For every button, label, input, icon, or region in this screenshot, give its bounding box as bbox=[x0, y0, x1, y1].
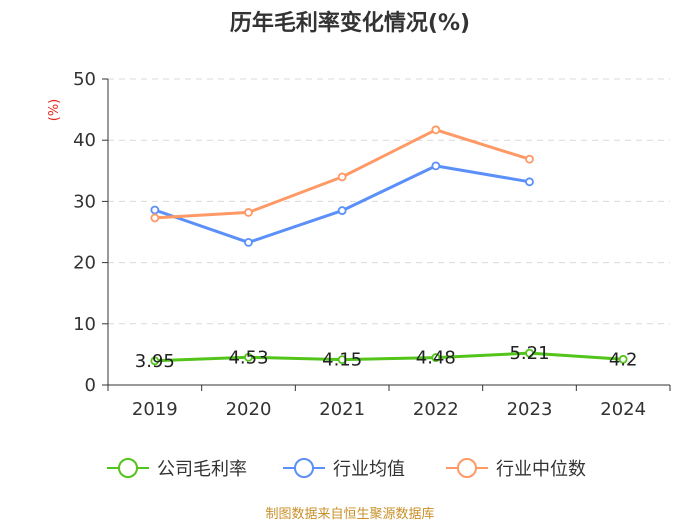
legend-label: 行业中位数 bbox=[496, 459, 586, 480]
data-point bbox=[431, 125, 441, 135]
data-point bbox=[431, 161, 441, 171]
data-point bbox=[525, 177, 534, 187]
data-label: 3.95 bbox=[135, 351, 175, 372]
legend-item-0[interactable]: 公司毛利率 bbox=[107, 458, 247, 480]
legend-label: 公司毛利率 bbox=[157, 459, 247, 480]
data-point bbox=[525, 154, 534, 164]
x-tick-label: 2021 bbox=[319, 399, 365, 420]
data-point bbox=[244, 208, 253, 217]
legend-label: 行业均值 bbox=[333, 459, 405, 480]
y-tick-label: 40 bbox=[73, 130, 96, 151]
data-point bbox=[337, 206, 347, 215]
data-point bbox=[337, 172, 347, 182]
x-tick-label: 2019 bbox=[132, 399, 178, 420]
series-2 bbox=[150, 125, 534, 223]
y-axis-unit-label: (%) bbox=[47, 99, 62, 122]
data-point bbox=[337, 355, 347, 365]
grid-lines bbox=[108, 78, 670, 325]
source-note: 制图数据来自恒生聚源数据库 bbox=[265, 506, 434, 522]
y-tick-label: 30 bbox=[73, 191, 96, 212]
series-lines bbox=[150, 125, 628, 366]
data-point bbox=[618, 354, 628, 364]
x-tick-label: 2023 bbox=[507, 399, 553, 420]
x-tick-label: 2020 bbox=[226, 399, 272, 420]
y-tick-label: 0 bbox=[85, 375, 96, 396]
series-0 bbox=[150, 348, 628, 366]
data-labels: 3.95 4.53 4.15 4.48 5.21 4.2 bbox=[135, 343, 638, 372]
data-point bbox=[244, 352, 253, 362]
data-point bbox=[431, 353, 441, 362]
legend: 公司毛利率 行业均值 行业中位数 bbox=[107, 458, 586, 480]
data-point bbox=[525, 348, 534, 358]
data-label: 4.2 bbox=[609, 349, 638, 370]
x-tick-label: 2024 bbox=[600, 399, 646, 420]
data-point bbox=[150, 213, 160, 223]
legend-marker bbox=[457, 458, 477, 478]
y-tick-label: 50 bbox=[73, 69, 96, 90]
x-tick-label: 2022 bbox=[413, 399, 459, 420]
data-point bbox=[150, 205, 160, 215]
series-1 bbox=[150, 161, 534, 247]
data-label: 5.21 bbox=[509, 343, 549, 364]
legend-item-1[interactable]: 行业均值 bbox=[283, 458, 405, 480]
legend-marker bbox=[118, 458, 138, 478]
axes: 0 10 20 30 40 50 2019 2020 2021 2022 2023 2024 bbox=[73, 69, 671, 420]
y-tick-label: 10 bbox=[73, 314, 96, 335]
data-label: 4.15 bbox=[322, 350, 362, 371]
legend-item-2[interactable]: 行业中位数 bbox=[446, 458, 586, 480]
data-label: 4.53 bbox=[228, 347, 268, 368]
data-point bbox=[244, 238, 253, 247]
data-label: 4.48 bbox=[416, 348, 456, 369]
legend-marker bbox=[294, 458, 314, 478]
series-line-0 bbox=[154, 351, 624, 363]
data-point bbox=[150, 356, 160, 366]
y-tick-label: 20 bbox=[73, 253, 96, 274]
chart-title: 历年毛利率变化情况(%) bbox=[230, 10, 470, 36]
